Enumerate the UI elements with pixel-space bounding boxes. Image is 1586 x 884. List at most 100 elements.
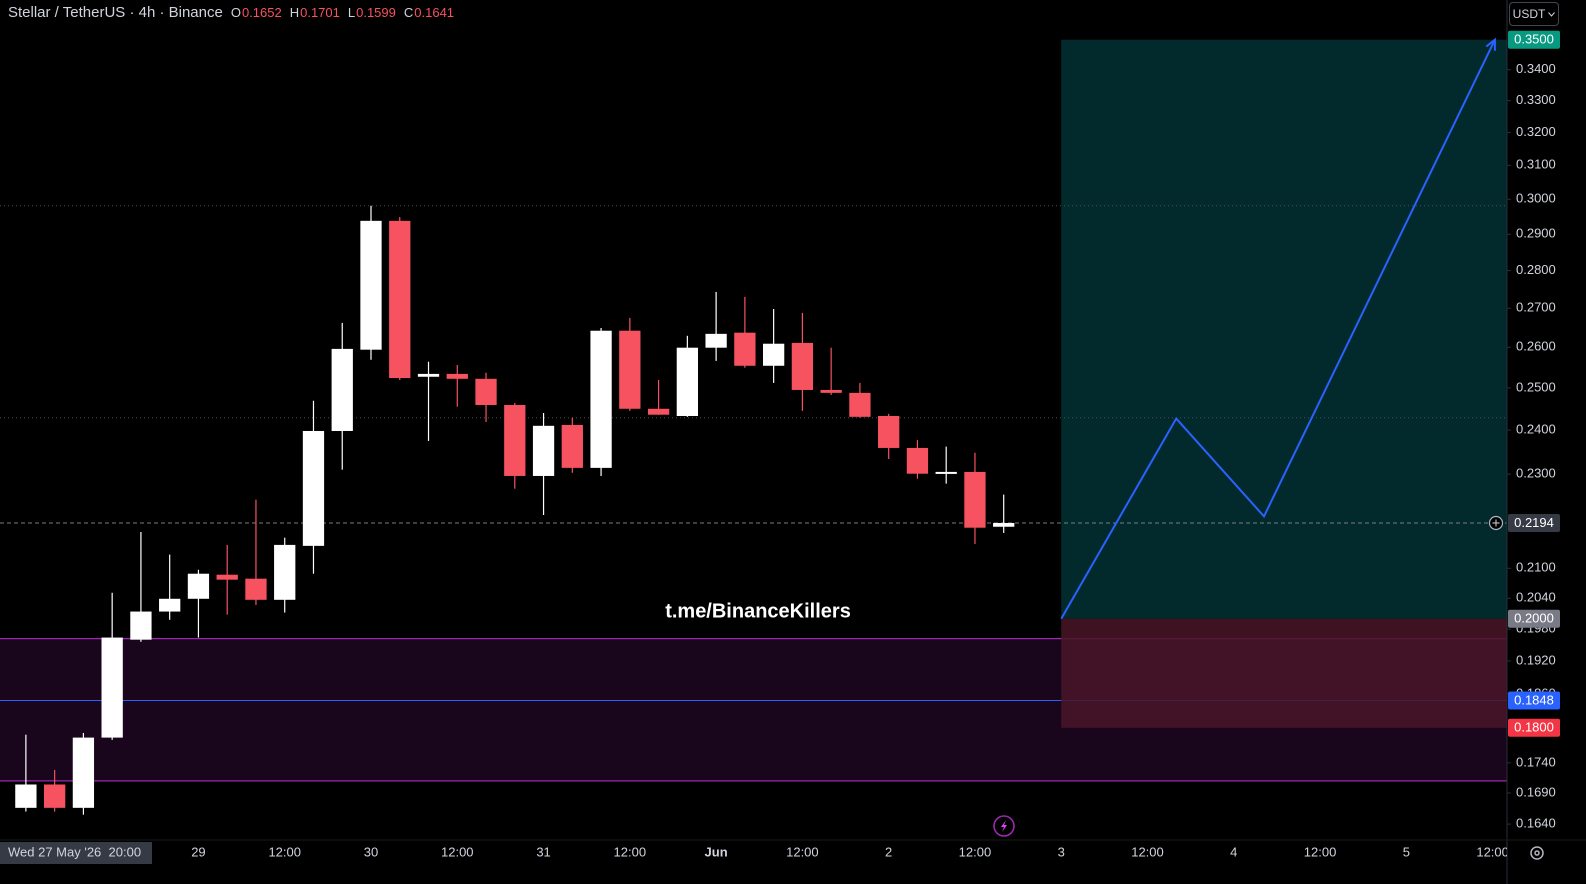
candle-body <box>130 611 152 640</box>
ohlc-key: O <box>230 5 241 20</box>
candle-body <box>532 425 555 476</box>
y-tick-label: 0.2400 <box>1516 422 1556 437</box>
ohlc-value: 0.1599 <box>356 5 396 20</box>
y-tick-label: 0.2300 <box>1516 466 1556 481</box>
candle-body <box>993 522 1015 527</box>
candle-body <box>935 471 957 474</box>
x-tick-label: 29 <box>191 844 205 859</box>
candle-body <box>331 348 353 431</box>
candle-body <box>302 430 325 546</box>
add-price-icon[interactable] <box>1488 515 1504 531</box>
candle-body <box>964 471 986 528</box>
candle-body <box>245 578 267 600</box>
price-label: 0.2194 <box>1514 515 1554 530</box>
y-tick-label: 0.2100 <box>1516 560 1556 575</box>
crosshair-time-box <box>0 842 152 864</box>
candle-body <box>274 544 296 600</box>
candle-body <box>676 347 698 416</box>
target-box <box>1061 39 1507 619</box>
y-tick-label: 0.2700 <box>1516 300 1556 315</box>
candle-body <box>187 573 210 599</box>
y-tick-label: 0.3400 <box>1516 61 1556 76</box>
x-tick-label: 12:00 <box>614 844 647 859</box>
y-tick-label: 0.3200 <box>1516 124 1556 139</box>
candle-body <box>44 784 66 808</box>
watermark: t.me/BinanceKillers <box>665 600 851 622</box>
price-label: 0.3500 <box>1514 32 1554 47</box>
ohlc-value: 0.1701 <box>300 5 340 20</box>
candle-body <box>101 637 123 738</box>
candle-body <box>878 415 900 448</box>
price-label-box <box>1508 513 1560 532</box>
ohlc-key: L <box>347 5 356 20</box>
candle-body <box>820 389 842 393</box>
x-tick-label: 12:00 <box>268 844 301 859</box>
x-tick-label: 2 <box>885 844 892 859</box>
candle-body <box>906 447 929 474</box>
stop-box <box>1061 618 1507 728</box>
currency-button[interactable]: USDT <box>1509 2 1559 26</box>
y-tick-label: 0.3000 <box>1516 191 1556 206</box>
y-tick-label: 0.2500 <box>1516 379 1556 394</box>
price-label-box <box>1508 718 1560 737</box>
candle-body <box>417 373 440 377</box>
price-label: 0.2000 <box>1514 611 1554 626</box>
y-tick-label: 0.2040 <box>1516 590 1556 605</box>
y-tick-label: 0.2600 <box>1516 339 1556 354</box>
candle-body <box>590 330 612 468</box>
candle-body <box>504 404 526 476</box>
candle-body <box>216 574 238 580</box>
x-tick-label: 12:00 <box>786 844 819 859</box>
candle-body <box>849 392 871 417</box>
ohlc-key: C <box>403 5 414 20</box>
y-tick-label: 0.2800 <box>1516 262 1556 277</box>
price-label: 0.1848 <box>1514 692 1554 707</box>
ohlc-key: H <box>289 5 300 20</box>
candle-body <box>72 737 95 808</box>
symbol-title: Stellar / TetherUS · 4h · Binance <box>8 4 223 21</box>
projection-path <box>1060 39 1496 620</box>
x-tick-label: 12:00 <box>441 844 474 859</box>
candle-body <box>762 343 785 366</box>
candle-body <box>705 333 727 348</box>
y-tick-label: 0.1920 <box>1516 652 1556 667</box>
ohlc-value: 0.1641 <box>414 5 455 20</box>
price-label-box <box>1508 30 1560 49</box>
y-tick-label: 0.1640 <box>1516 816 1556 831</box>
candle-body <box>791 342 814 390</box>
x-tick-label: 12:00 <box>1304 844 1337 859</box>
candle-body <box>159 598 181 612</box>
alert-icon[interactable] <box>993 815 1015 837</box>
candle-body <box>561 424 583 468</box>
x-tick-label: 31 <box>536 844 550 859</box>
candle-body <box>647 408 670 415</box>
candle-body <box>619 330 641 409</box>
x-tick-label: Jun <box>705 844 728 859</box>
price-label-box <box>1508 609 1560 628</box>
crosshair-time: Wed 27 May '26 20:00 <box>8 844 141 859</box>
x-tick-label: 12:00 <box>1476 844 1509 859</box>
y-tick-label: 0.3100 <box>1516 157 1556 172</box>
y-tick-label: 0.1690 <box>1516 784 1556 799</box>
x-tick-label: 30 <box>364 844 378 859</box>
x-tick-label: 3 <box>1058 844 1065 859</box>
candle-body <box>15 784 37 808</box>
y-tick-label: 0.1740 <box>1516 754 1556 769</box>
symbol-legend: Stellar / TetherUS · 4h · Binance O0.165… <box>8 4 454 21</box>
candle-body <box>446 373 468 379</box>
y-tick-label: 0.3300 <box>1516 92 1556 107</box>
candle-body <box>360 220 382 350</box>
x-tick-label: 5 <box>1403 844 1410 859</box>
candle-body <box>734 332 756 366</box>
settings-icon[interactable] <box>1530 846 1544 860</box>
x-tick-label: 12:00 <box>1131 844 1164 859</box>
candle-body <box>389 220 411 378</box>
currency-label: USDT <box>1512 7 1546 21</box>
ohlc-value: 0.1652 <box>241 5 282 20</box>
caret <box>1548 11 1556 17</box>
candle-body <box>475 378 497 405</box>
projection-arrowhead <box>1485 37 1496 51</box>
price-label: 0.1800 <box>1514 720 1554 735</box>
